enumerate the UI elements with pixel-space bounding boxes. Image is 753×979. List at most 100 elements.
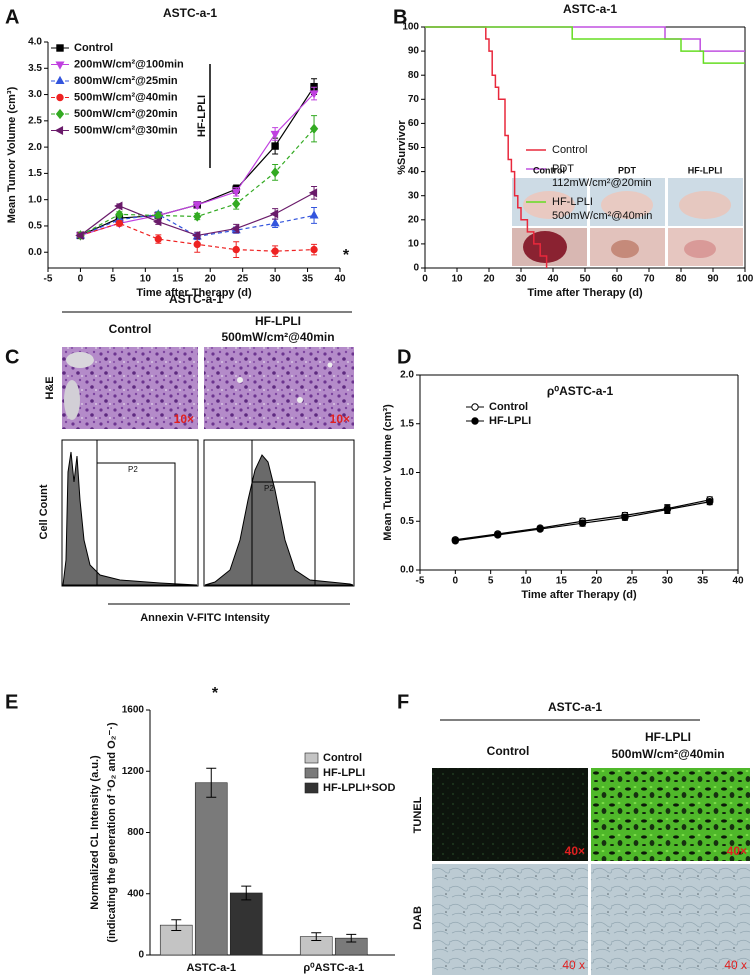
dab-image [591,864,750,975]
y-tick-label: 100 [402,22,419,33]
column-label: Control [109,322,152,336]
x-axis-label: Time after Therapy (d) [521,589,637,601]
legend-label: PDT [552,163,574,175]
y-tick-label: 80 [408,70,420,81]
column-condition: 500mW/cm²@40min [611,747,724,761]
x-tick-label: 15 [556,576,568,587]
panel-label: B [393,6,407,28]
row-label: H&E [44,376,56,399]
y-axis-label: (indicating the generation of ¹O₂ and O₂… [106,722,118,943]
marker [309,90,319,99]
y-axis-label: Mean Tumor Volume (cm³) [382,404,394,541]
x-tick-label: 0 [453,576,459,587]
flow-gate [251,440,316,585]
marker [192,201,202,211]
x-tick-label: 100 [737,274,753,285]
panel-label: D [397,346,411,368]
x-axis-label: Time after Therapy (d) [136,287,252,299]
panel-label: F [397,691,409,713]
y-tick-label: 50 [408,142,420,153]
x-axis-label: Annexin V-FITC Intensity [140,612,270,624]
x-tick-label: 80 [675,274,687,285]
flow-gate [96,440,176,585]
x-tick-label: 70 [643,274,655,285]
x-tick-label: 20 [483,274,495,285]
marker [309,123,319,134]
marker [231,188,241,197]
y-tick-label: 400 [127,888,144,899]
marker [578,519,587,527]
legend-marker [55,61,65,70]
x-tick-label: 60 [611,274,623,285]
y-tick-label: 800 [127,827,144,838]
x-tick-label: -5 [44,274,53,285]
marker [192,230,201,240]
x-tick-label: 0 [78,274,84,285]
panel-title: ASTC-a-1 [169,292,223,306]
legend-marker [55,75,65,85]
legend-label: 800mW/cm²@25min [74,75,178,87]
x-tick-label: 10 [140,274,152,285]
y-tick-label: 0.0 [28,247,42,258]
x-tick-label: 25 [237,274,249,285]
row-label: Cell Count [38,484,50,539]
y-tick-label: 10 [408,239,420,250]
marker [75,230,84,240]
x-tick-label: 40 [547,274,559,285]
y-tick-label: 0.0 [400,565,414,576]
x-axis-label: Time after Therapy (d) [527,287,643,299]
marker [270,167,280,178]
marker [310,245,318,254]
marker [193,240,201,249]
inset-label: HF-LPLI [688,165,723,175]
x-tick-label: 50 [579,274,591,285]
x-tick-label: 30 [515,274,527,285]
marker [269,209,279,219]
legend-swatch [304,752,319,764]
marker [115,219,124,228]
legend-label: 200mW/cm²@100min [74,58,184,70]
y-tick-label: 1.5 [28,168,42,179]
row-label: DAB [412,906,424,930]
panel-label: C [5,346,19,368]
marker [308,188,318,198]
tunel-image [591,768,750,861]
marker [232,198,241,209]
legend-note: 500mW/cm²@40min [552,210,652,222]
x-tick-label: 25 [626,576,638,587]
x-tick-label: ρ⁰ASTC-a-1 [303,962,364,974]
legend-marker [471,403,479,411]
he-image [204,347,354,429]
y-tick-label: 3.5 [28,63,42,74]
legend-label: HF-LPLI [489,415,531,427]
flow-frame [61,439,199,587]
x-tick-label: -5 [416,576,425,587]
x-tick-label: 5 [110,274,116,285]
marker [193,211,202,222]
legend-label: HF-LPLI [323,767,365,779]
marker [114,201,123,211]
marker [271,142,279,150]
marker [271,247,279,255]
column-label: Control [487,744,530,758]
magnification: 10× [174,412,194,426]
survival-curve [425,26,745,64]
inset-photos [512,178,743,266]
panel-label: E [5,691,18,713]
panel-c: C ASTC-a-1 Control HF-LPLI 500mW/cm²@40m… [5,292,355,624]
y-axis-label: %Survivor [396,120,408,175]
bar [194,782,228,956]
y-tick-label: 90 [408,46,420,57]
x-tick-label: 10 [520,576,532,587]
marker [153,217,162,227]
y-tick-label: 2.0 [400,370,414,381]
x-tick-label: 10 [451,274,463,285]
gate-label: P2 [264,484,274,493]
y-tick-label: 0 [413,263,419,274]
x-tick-label: 40 [334,274,346,285]
bar [229,892,263,956]
tunel-image [432,768,588,861]
chart-title: ASTC-a-1 [163,6,217,20]
y-tick-label: 2.5 [28,115,42,126]
